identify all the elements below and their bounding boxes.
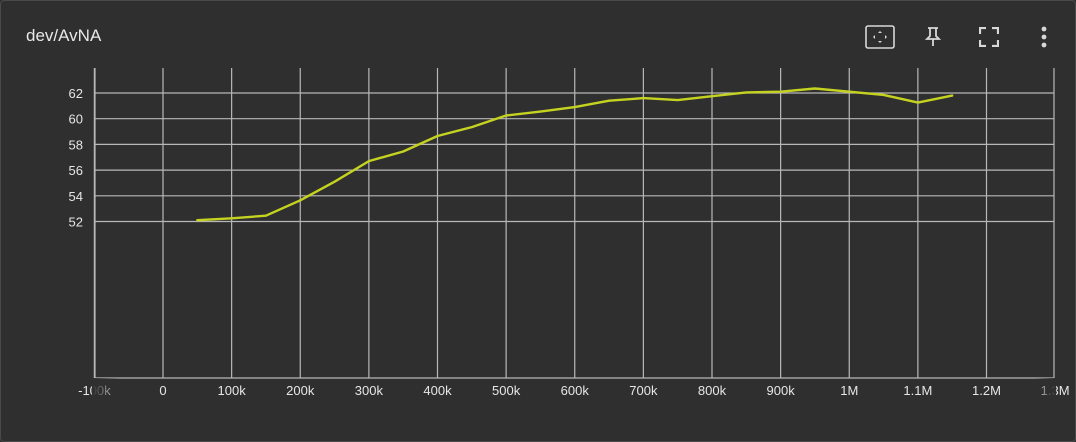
pin-button[interactable] bbox=[915, 19, 951, 55]
y-tick-label: 58 bbox=[69, 137, 83, 152]
x-tick-label: 700k bbox=[629, 383, 658, 398]
y-tick-label: 62 bbox=[69, 86, 83, 101]
fit-to-data-icon bbox=[865, 25, 895, 49]
y-tick-label: 52 bbox=[69, 215, 83, 230]
y-tick-label: 60 bbox=[69, 112, 83, 127]
series-line[interactable] bbox=[196, 87, 954, 222]
x-tick-label: 500k bbox=[492, 383, 521, 398]
x-tick-label: 800k bbox=[698, 383, 727, 398]
x-tick-label: 200k bbox=[286, 383, 315, 398]
x-tick-label: 900k bbox=[767, 383, 796, 398]
x-tick-label: 1M bbox=[840, 383, 858, 398]
fullscreen-icon bbox=[979, 27, 999, 47]
card-header: dev/AvNA bbox=[1, 1, 1075, 67]
card-title: dev/AvNA bbox=[26, 26, 102, 45]
x-tick-label: 100k bbox=[218, 383, 247, 398]
x-tick-label: 0 bbox=[159, 383, 166, 398]
x-tick-label: 1.2M bbox=[972, 383, 1001, 398]
fit-domain-button[interactable] bbox=[862, 19, 898, 55]
y-tick-label: 56 bbox=[69, 163, 83, 178]
more-options-button[interactable] bbox=[1026, 19, 1062, 55]
more-vert-icon bbox=[1041, 26, 1047, 48]
x-tick-label: 1.1M bbox=[903, 383, 932, 398]
y-tick-label: 54 bbox=[69, 189, 83, 204]
fullscreen-button[interactable] bbox=[971, 19, 1007, 55]
x-tick-label: 400k bbox=[423, 383, 452, 398]
pin-icon bbox=[924, 27, 942, 47]
x-tick-label: 300k bbox=[355, 383, 384, 398]
x-tick-label: 600k bbox=[561, 383, 590, 398]
